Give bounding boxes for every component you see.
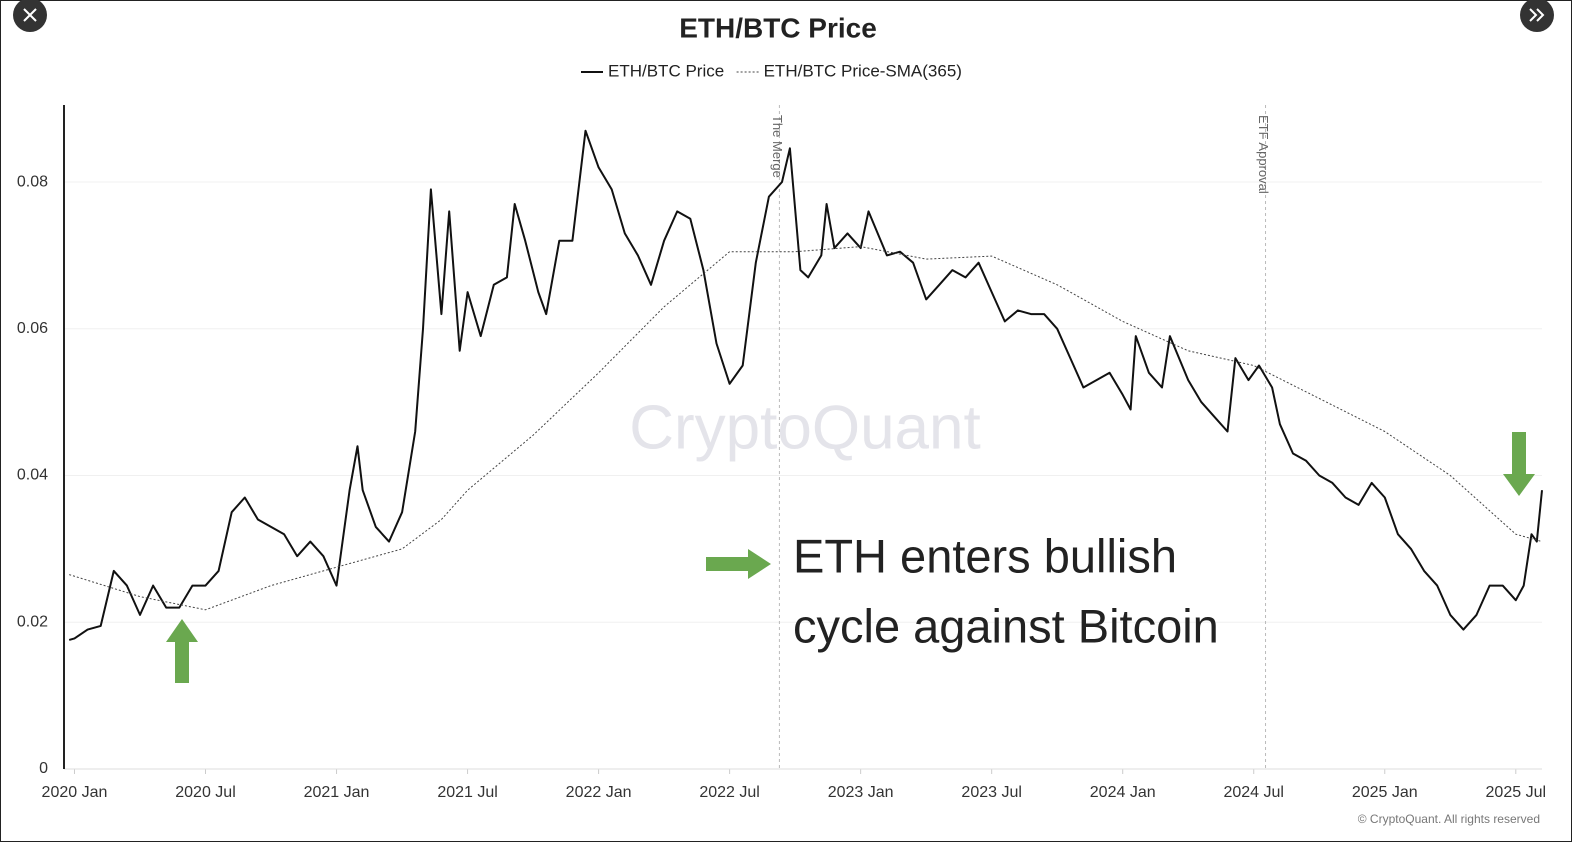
x-tick-label: 2021 Jul	[437, 784, 498, 801]
x-tick-label: 2024 Jan	[1090, 784, 1156, 801]
legend-label: ETH/BTC Price	[608, 61, 724, 80]
x-tick-label: 2020 Jul	[175, 784, 236, 801]
x-tick-label: 2023 Jan	[828, 784, 894, 801]
arrow-up	[166, 619, 198, 683]
event-label: ETF Approval	[1256, 115, 1271, 194]
x-tick-label: 2022 Jul	[699, 784, 760, 801]
x-tick-label: 2023 Jul	[961, 784, 1022, 801]
close-button[interactable]	[13, 0, 47, 32]
arrow-down	[1503, 432, 1535, 496]
plot: 0 0.02 0.04 0.06 0.08 2020 Jan 2020 Jul 2021 Ja…	[17, 105, 1546, 801]
annotation: ETH enters bullish	[793, 529, 1177, 582]
x-tick-label: 2022 Jan	[566, 784, 632, 801]
x-tick-label: 2024 Jul	[1223, 784, 1284, 801]
watermark: CryptoQuant	[629, 393, 981, 462]
copyright: © CryptoQuant. All rights reserved	[1358, 812, 1540, 826]
y-tick-label: 0.08	[17, 173, 48, 190]
arrow-right	[706, 549, 771, 579]
x-tick-label: 2020 Jan	[42, 784, 108, 801]
y-tick-label: 0	[39, 760, 48, 777]
annotation: cycle against Bitcoin	[793, 599, 1219, 652]
series-line	[69, 246, 1543, 611]
y-tick-label: 0.02	[17, 613, 48, 630]
x-tick-label: 2025 Jan	[1352, 784, 1418, 801]
y-tick-label: 0.04	[17, 467, 48, 484]
x-tick-label: 2025 Jul	[1486, 784, 1547, 801]
legend-label: ETH/BTC Price-SMA(365)	[764, 61, 962, 80]
series-line	[68, 129, 1543, 641]
chart-title: ETH/BTC Price	[679, 12, 877, 43]
expand-button[interactable]	[1520, 0, 1554, 32]
x-tick-label: 2021 Jan	[304, 784, 370, 801]
y-tick-label: 0.06	[17, 320, 48, 337]
event-label: The Merge	[770, 115, 785, 178]
